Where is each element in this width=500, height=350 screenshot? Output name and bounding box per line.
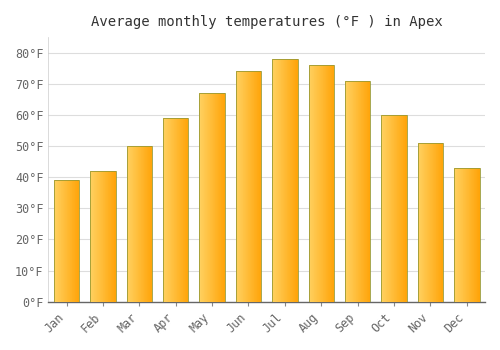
Bar	[345, 81, 370, 302]
Bar	[236, 71, 261, 302]
Bar	[90, 171, 116, 302]
Bar	[126, 146, 152, 302]
Bar	[454, 168, 479, 302]
Bar	[418, 143, 443, 302]
Bar	[382, 115, 407, 302]
Bar	[54, 180, 80, 302]
Title: Average monthly temperatures (°F ) in Apex: Average monthly temperatures (°F ) in Ap…	[91, 15, 443, 29]
Bar	[308, 65, 334, 302]
Bar	[272, 59, 297, 302]
Bar	[200, 93, 225, 302]
Bar	[163, 118, 188, 302]
